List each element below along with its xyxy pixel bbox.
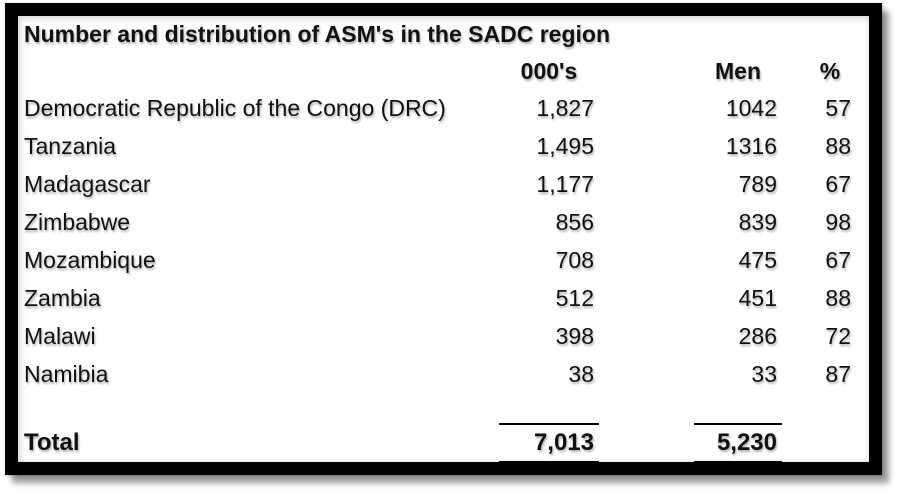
spacer-cell: [694, 394, 782, 424]
spacer-cell: [599, 90, 694, 128]
cell-men: 33: [751, 361, 777, 388]
spacer-cell: [782, 318, 804, 356]
spacer-cell: [782, 280, 804, 318]
cell-pct: 67: [825, 171, 851, 198]
spacer-row: [18, 394, 869, 424]
cell-men: 286: [738, 323, 777, 350]
spacer-cell: [856, 424, 869, 462]
cell-men: 475: [738, 247, 777, 274]
cell-pct: 57: [825, 95, 851, 122]
total-row: Total 7,013 5,230: [18, 423, 869, 463]
spacer-cell: [856, 54, 869, 90]
spacer-cell: [599, 128, 694, 166]
spacer-cell: [18, 394, 499, 424]
spacer-cell: [599, 54, 694, 90]
cell-pct: 88: [825, 285, 851, 312]
spacer-cell: [782, 54, 804, 90]
spacer-cell: [856, 242, 869, 280]
cell-thousands: 1,177: [536, 171, 594, 198]
header-pct: %: [819, 58, 841, 85]
cell-country: Namibia: [24, 361, 109, 388]
cell-men: 789: [738, 171, 777, 198]
spacer-cell: [804, 394, 856, 424]
cell-country: Mozambique: [24, 247, 156, 274]
cell-country: Democratic Republic of the Congo (DRC): [24, 95, 446, 122]
cell-thousands: 398: [555, 323, 594, 350]
spacer-cell: [782, 394, 804, 424]
cell-men: 1042: [725, 95, 777, 122]
cell-pct: 88: [825, 133, 851, 160]
cell-thousands: 856: [555, 209, 594, 236]
spacer-cell: [856, 356, 869, 394]
title-row: Number and distribution of ASM's in the …: [18, 16, 869, 54]
cell-pct: 72: [825, 323, 851, 350]
spacer-cell: [782, 242, 804, 280]
table-row: Zimbabwe 856 839 98: [18, 204, 869, 242]
spacer-cell: [599, 204, 694, 242]
spacer-cell: [599, 280, 694, 318]
table-frame: Number and distribution of ASM's in the …: [5, 3, 882, 475]
spacer-cell: [856, 90, 869, 128]
cell-country: Zambia: [24, 285, 101, 312]
spacer-cell: [856, 394, 869, 424]
asm-table: Number and distribution of ASM's in the …: [18, 16, 869, 463]
table-row: Madagascar 1,177 789 67: [18, 166, 869, 204]
spacer-cell: [782, 90, 804, 128]
cell-thousands: 1,495: [536, 133, 594, 160]
spacer-cell: [856, 128, 869, 166]
spacer-cell: [599, 318, 694, 356]
table-row: Mozambique 708 475 67: [18, 242, 869, 280]
cell-thousands: 512: [555, 285, 594, 312]
spacer-cell: [856, 204, 869, 242]
table-row: Democratic Republic of the Congo (DRC) 1…: [18, 90, 869, 128]
cell-men: 451: [738, 285, 777, 312]
cell-thousands: 708: [555, 247, 594, 274]
cell-pct: 98: [825, 209, 851, 236]
total-label: Total: [24, 428, 80, 456]
spacer-cell: [782, 424, 804, 462]
spacer-cell: [599, 356, 694, 394]
table-row: Malawi 398 286 72: [18, 318, 869, 356]
spacer-cell: [782, 356, 804, 394]
spacer-cell: [599, 242, 694, 280]
spacer-cell: [599, 424, 694, 462]
table-row: Namibia 38 33 87: [18, 356, 869, 394]
cell-country: Zimbabwe: [24, 209, 131, 236]
table-row: Zambia 512 451 88: [18, 280, 869, 318]
spacer-cell: [782, 204, 804, 242]
total-thousands: 7,013: [499, 423, 599, 463]
cell-country: Madagascar: [24, 171, 151, 198]
spacer-cell: [499, 394, 599, 424]
cell-pct: 67: [825, 247, 851, 274]
total-men: 5,230: [694, 423, 782, 463]
spacer-cell: [856, 280, 869, 318]
spacer-cell: [782, 128, 804, 166]
cell-pct: 87: [825, 361, 851, 388]
spacer-cell: [856, 318, 869, 356]
cell-country: Malawi: [24, 323, 96, 350]
cell-men: 1316: [725, 133, 777, 160]
table-title: Number and distribution of ASM's in the …: [24, 21, 611, 48]
header-country: [18, 54, 499, 90]
header-row: 000's Men %: [18, 54, 869, 90]
spacer-cell: [856, 166, 869, 204]
spacer-cell: [599, 394, 694, 424]
header-men: Men: [715, 58, 761, 85]
cell-men: 839: [738, 209, 777, 236]
cell-thousands: 1,827: [536, 95, 594, 122]
table-row: Tanzania 1,495 1316 88: [18, 128, 869, 166]
header-thousands: 000's: [520, 58, 578, 85]
spacer-cell: [599, 166, 694, 204]
spacer-cell: [782, 166, 804, 204]
total-pct-empty: [804, 424, 856, 462]
cell-country: Tanzania: [24, 133, 117, 160]
cell-thousands: 38: [568, 361, 594, 388]
